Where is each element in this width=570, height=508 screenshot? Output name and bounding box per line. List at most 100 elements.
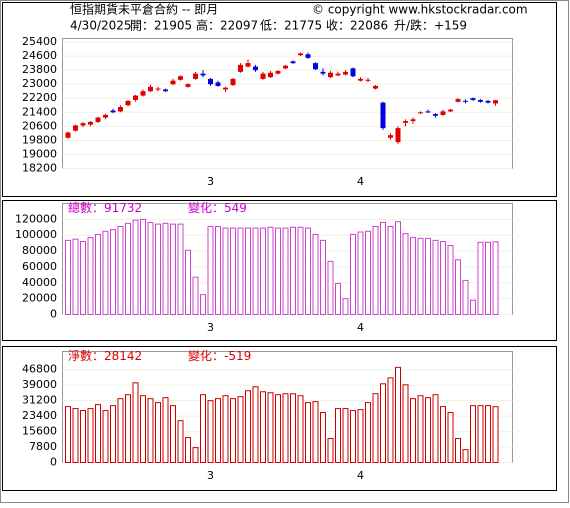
bar <box>200 294 206 315</box>
candle-body <box>88 121 93 125</box>
candle-body <box>418 112 423 114</box>
bar <box>200 394 206 464</box>
bar <box>110 405 116 463</box>
bar <box>312 401 319 464</box>
candle-body <box>358 78 363 81</box>
bar <box>267 226 274 316</box>
candle-body <box>290 61 296 64</box>
bar <box>252 227 259 315</box>
y-tick-label: 24600 <box>22 49 57 62</box>
bar <box>357 231 364 316</box>
y-tick-label: 25400 <box>22 35 57 48</box>
bar <box>395 366 401 464</box>
bar <box>140 218 146 316</box>
bar <box>177 223 184 315</box>
panel-label: 變化：-519 <box>188 348 251 363</box>
y-tick-label: 120000 <box>15 212 57 225</box>
bar <box>177 420 184 464</box>
y-tick-label: 23800 <box>22 63 57 76</box>
bar <box>432 239 439 315</box>
bar <box>387 225 394 315</box>
header-stat: 升/跌：+159 <box>394 18 467 33</box>
candle-body <box>455 99 461 102</box>
bar <box>380 383 386 463</box>
bar <box>260 227 266 315</box>
bar <box>155 223 161 315</box>
bar <box>417 395 424 463</box>
bar <box>395 221 401 315</box>
y-tick-label: 39000 <box>22 378 57 391</box>
bar <box>402 233 409 315</box>
bar <box>440 406 446 464</box>
candle-body <box>268 72 273 78</box>
candle-body <box>410 119 416 122</box>
x-tick-label: 4 <box>357 175 364 188</box>
bar <box>455 259 461 315</box>
bar <box>117 398 124 463</box>
bar <box>140 395 146 463</box>
bar <box>432 394 439 464</box>
bar <box>282 393 289 463</box>
bar <box>230 398 236 463</box>
candle-body <box>133 95 138 100</box>
bar <box>72 408 79 464</box>
bar <box>312 233 319 316</box>
y-tick-label: 15600 <box>22 425 57 438</box>
bar <box>297 226 304 316</box>
bar <box>275 227 281 315</box>
bar <box>350 233 356 316</box>
header-stat: 高：22097 <box>196 18 258 33</box>
y-tick-label: 20600 <box>22 119 57 132</box>
y-tick-label: 80000 <box>22 244 57 257</box>
bar <box>95 404 101 463</box>
bar <box>447 412 454 463</box>
candle-body <box>253 66 258 71</box>
bar <box>440 241 446 315</box>
chart-title: 恒指期貨未平倉合約 -- 即月 <box>70 2 218 17</box>
bar <box>252 386 259 463</box>
candle-body <box>223 87 228 90</box>
bar <box>485 241 491 316</box>
bar <box>72 238 79 315</box>
bar <box>110 229 116 316</box>
y-tick-label: 22200 <box>22 91 57 104</box>
bar <box>327 260 334 315</box>
candle-body <box>448 109 453 112</box>
candle-body <box>328 72 333 78</box>
bar <box>357 409 364 463</box>
bar <box>117 225 124 315</box>
bar <box>380 222 386 315</box>
bar <box>365 230 371 315</box>
bar <box>65 406 71 464</box>
candle-body <box>140 91 146 96</box>
candle-body <box>155 88 161 90</box>
candle-body <box>335 73 341 76</box>
candle-body <box>470 98 476 100</box>
x-tick-label: 4 <box>357 321 364 334</box>
bar <box>245 390 251 463</box>
bar <box>410 237 416 315</box>
bar <box>102 230 109 315</box>
candle-body <box>148 86 153 92</box>
bar <box>305 227 311 315</box>
candle-body <box>395 128 401 143</box>
candle-body <box>200 73 206 76</box>
candle-body <box>350 68 356 77</box>
bar <box>132 382 139 464</box>
bar <box>207 225 214 315</box>
header-stat: 收：22086 <box>326 19 388 33</box>
y-tick-label: 31200 <box>22 394 57 407</box>
candle-body <box>118 107 123 112</box>
candle-body <box>433 114 438 116</box>
candle-body <box>163 89 168 92</box>
bar <box>342 408 349 464</box>
y-tick-label: 100000 <box>15 228 57 241</box>
bar <box>162 397 169 463</box>
y-tick-label: 60000 <box>22 260 57 273</box>
bar <box>230 227 236 315</box>
bar <box>170 405 176 463</box>
candle-body <box>283 65 288 69</box>
bar <box>462 449 469 463</box>
bar <box>267 392 274 464</box>
panel-label: 總數：91732 <box>68 200 142 215</box>
